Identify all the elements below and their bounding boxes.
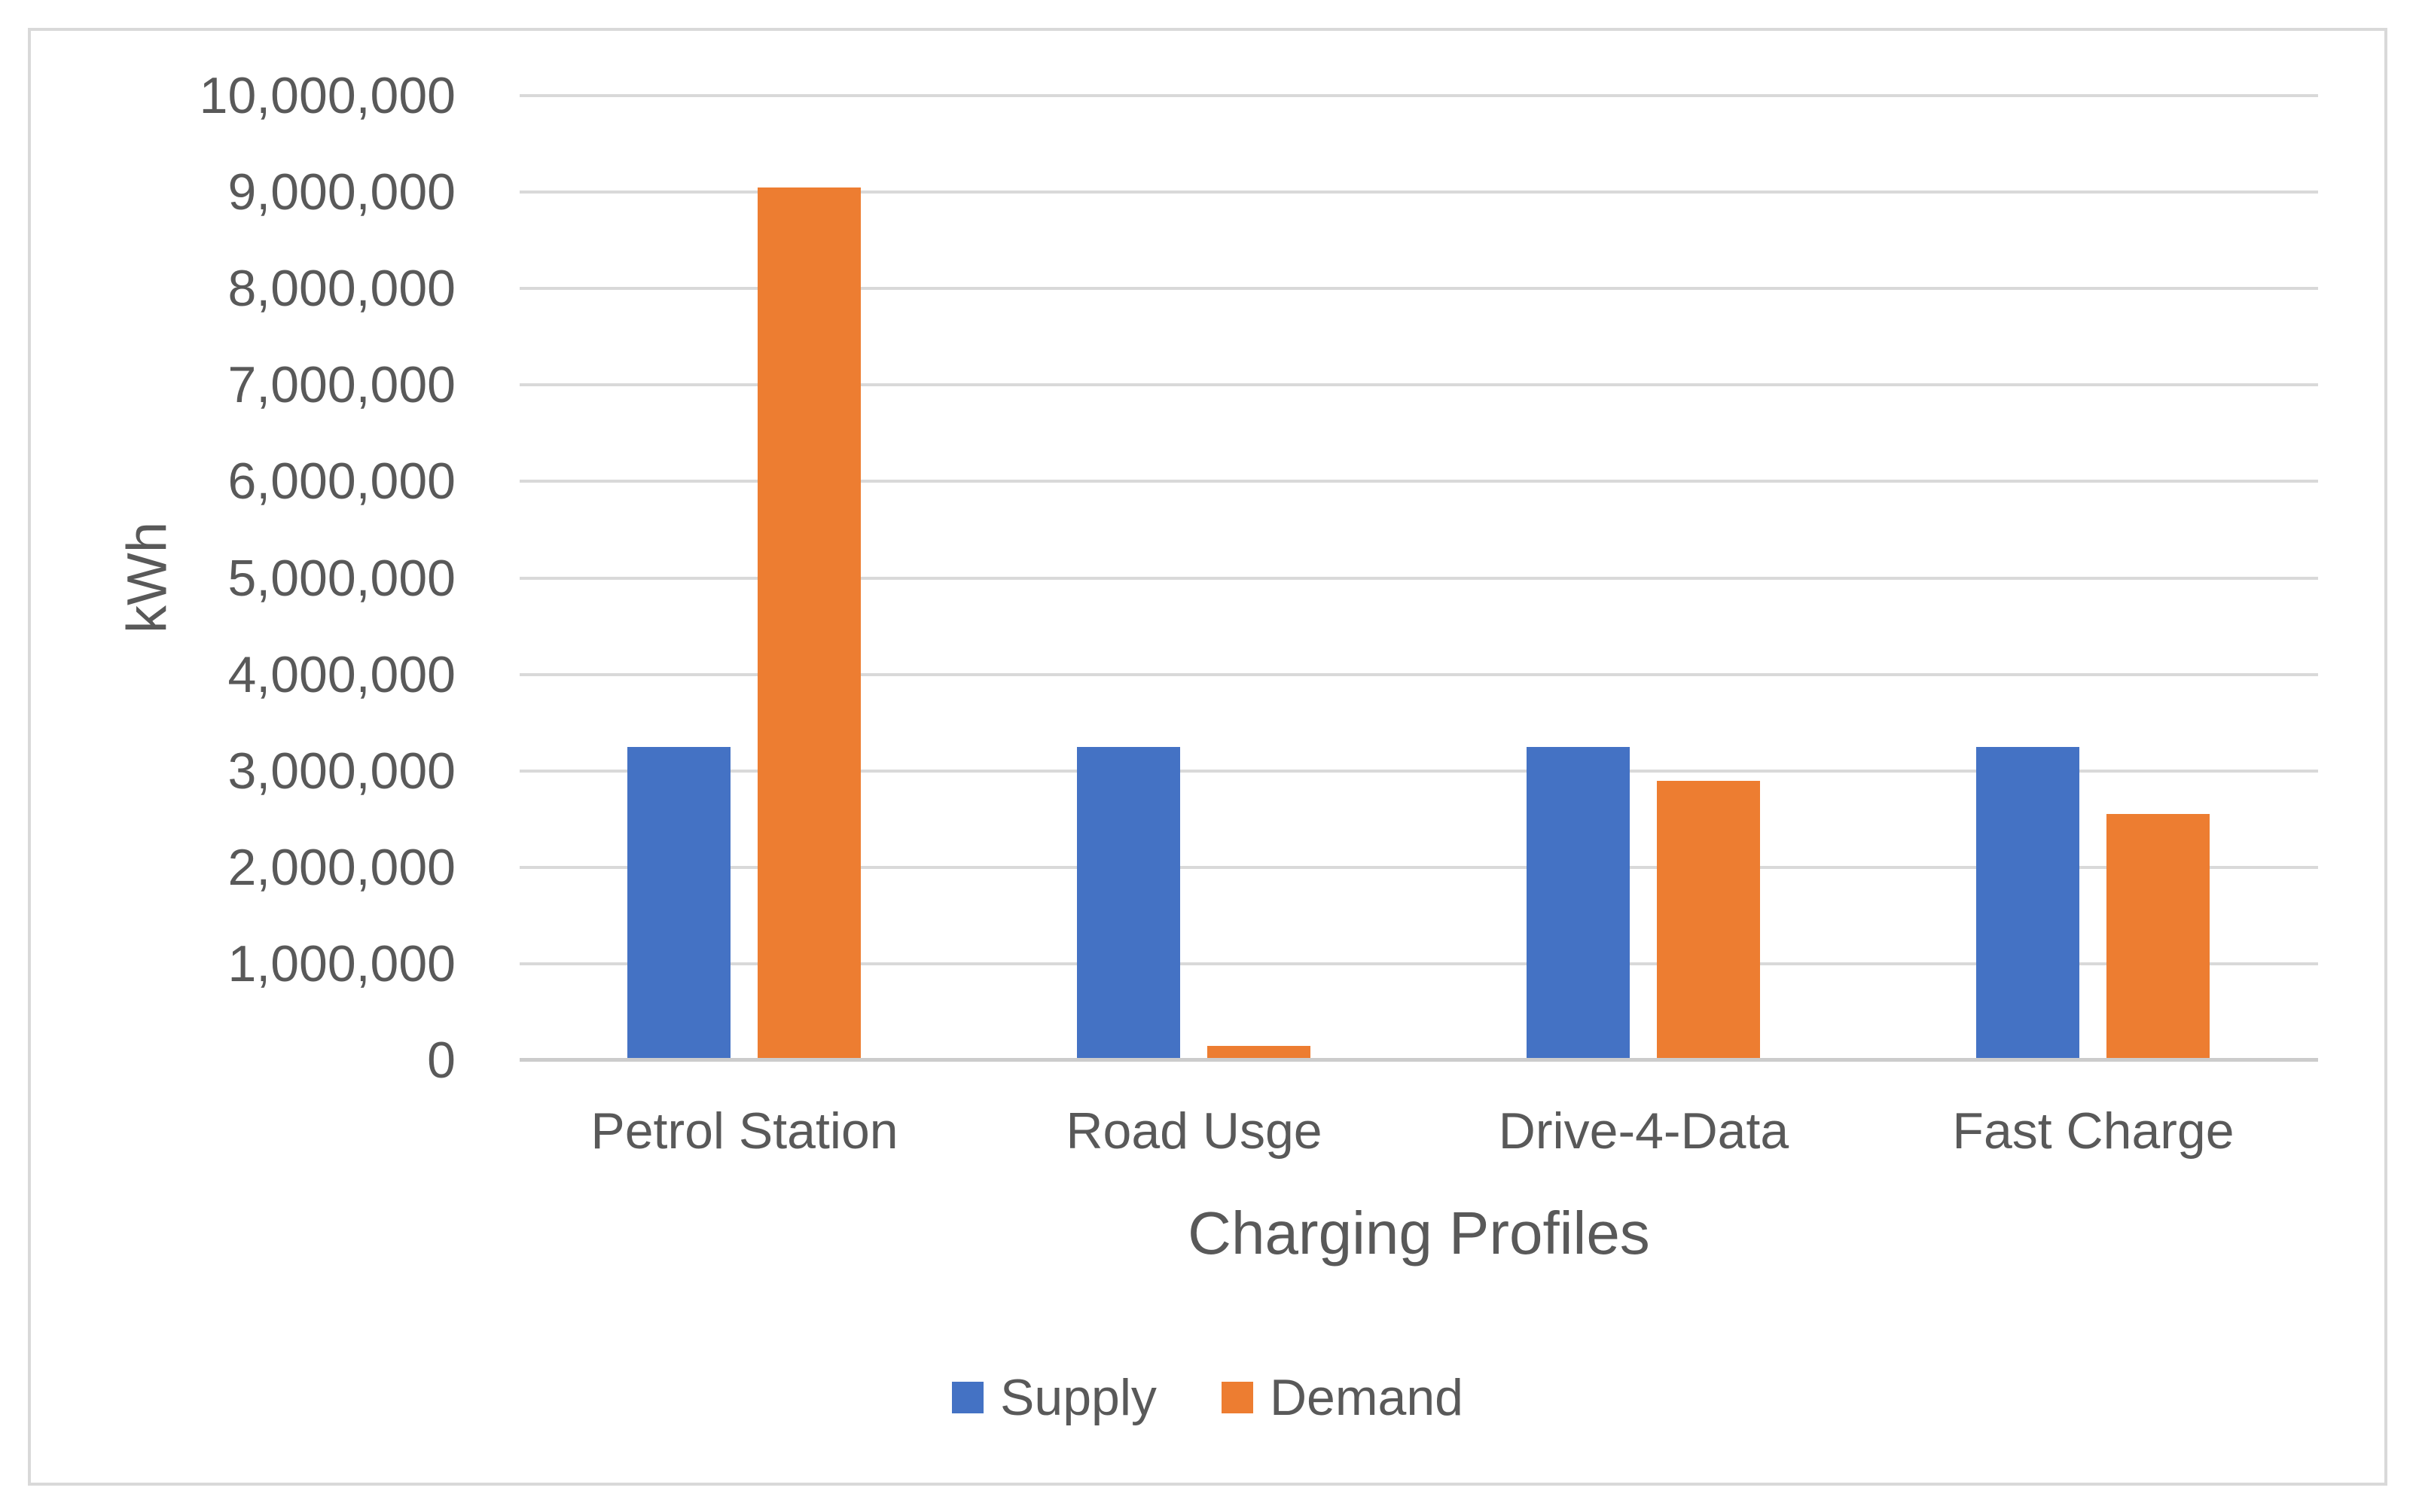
- supply-swatch-icon: [952, 1381, 984, 1413]
- y-tick-label: 4,000,000: [227, 645, 456, 703]
- x-axis-title: Charging Profiles: [1188, 1200, 1650, 1267]
- y-tick-label: 5,000,000: [227, 549, 456, 607]
- bar-demand-4: [2106, 814, 2210, 1060]
- demand-swatch-icon: [1221, 1381, 1253, 1413]
- bar-demand-2: [1207, 1045, 1310, 1060]
- bar-demand-3: [1657, 780, 1760, 1060]
- legend-item-demand: Demand: [1221, 1368, 1463, 1426]
- x-category-label: Petrol Station: [590, 1102, 898, 1160]
- y-tick-label: 0: [427, 1032, 456, 1089]
- gridline: [520, 962, 2318, 965]
- y-tick-label: 8,000,000: [227, 260, 456, 318]
- y-tick-label: 10,000,000: [199, 67, 456, 124]
- category-group: [1419, 96, 1868, 1060]
- y-tick-label: 2,000,000: [227, 838, 456, 896]
- gridline: [520, 480, 2318, 483]
- x-category-label: Drive-4-Data: [1498, 1102, 1789, 1160]
- legend-label-demand: Demand: [1269, 1368, 1463, 1426]
- y-tick-label: 1,000,000: [227, 934, 456, 992]
- gridline: [520, 191, 2318, 194]
- x-axis-line: [520, 1058, 2318, 1062]
- y-tick-label: 3,000,000: [227, 742, 456, 800]
- y-tick-label: 6,000,000: [227, 453, 456, 511]
- legend-label-supply: Supply: [1000, 1368, 1157, 1426]
- gridline: [520, 672, 2318, 676]
- y-tick-label: 9,000,000: [227, 163, 456, 221]
- category-group: [1868, 96, 2318, 1060]
- legend-item-supply: Supply: [952, 1372, 1157, 1423]
- gridline: [520, 94, 2318, 97]
- gridline: [520, 287, 2318, 291]
- x-category-label: Road Usge: [1066, 1102, 1322, 1160]
- bar-supply-2: [1077, 746, 1180, 1060]
- bar-supply-3: [1527, 746, 1630, 1060]
- y-tick-label: 7,000,000: [227, 356, 456, 414]
- category-group: [969, 96, 1419, 1060]
- plot-area: [520, 94, 2318, 1062]
- gridline: [520, 576, 2318, 580]
- bar-supply-4: [1976, 746, 2079, 1060]
- bar-demand-1: [758, 187, 861, 1060]
- x-category-label: Fast Charge: [1952, 1102, 2234, 1160]
- chart-legend: Supply Demand: [28, 1361, 2387, 1433]
- gridline: [520, 383, 2318, 387]
- gridline: [520, 865, 2318, 869]
- bar-supply-1: [627, 746, 731, 1060]
- category-group: [520, 96, 969, 1060]
- gridline: [520, 769, 2318, 773]
